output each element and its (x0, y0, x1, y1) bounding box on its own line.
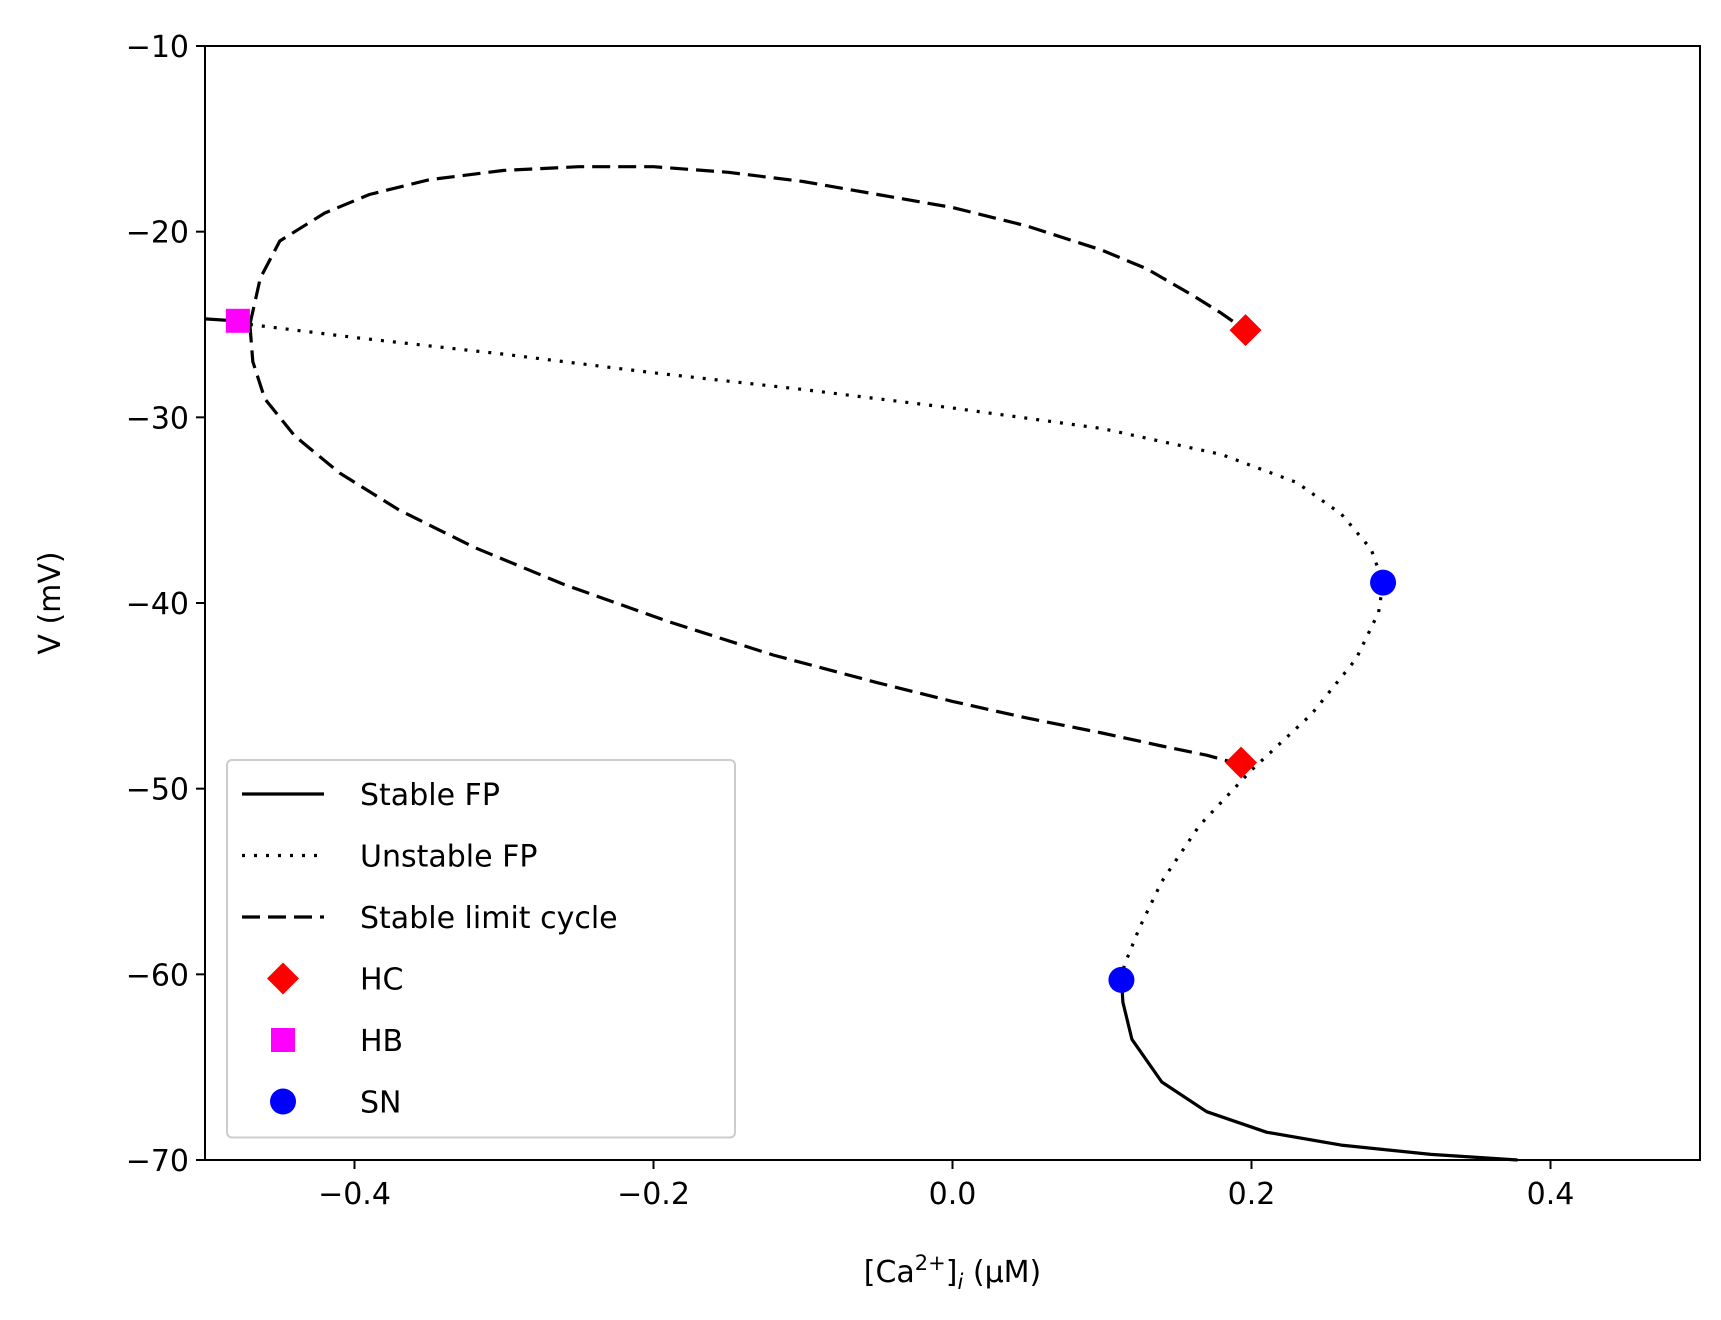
legend-label: Unstable FP (360, 840, 537, 875)
legend-box (226, 759, 736, 1139)
series-line-stable-limit-cycle (248, 324, 1242, 767)
legend-marker-hc (267, 962, 299, 995)
plot-area (204, 165, 1518, 1162)
legend-marker-sn (270, 1088, 296, 1115)
x-tick-label: 0.0 (929, 1177, 977, 1212)
x-tick-label: −0.4 (318, 1177, 391, 1212)
y-tick-label: −10 (126, 30, 189, 65)
y-tick-label: −60 (126, 958, 189, 993)
marker-hc (1225, 746, 1258, 779)
marker-hc (1229, 314, 1262, 347)
x-tick-label: 0.2 (1228, 1177, 1276, 1212)
marker-sn (1370, 569, 1397, 596)
marker-sn (1108, 966, 1135, 993)
x-axis-label: [Ca2+]i (μM) (864, 1251, 1042, 1294)
legend-label: Stable FP (360, 778, 500, 813)
y-tick-label: −20 (126, 216, 189, 251)
y-tick-label: −50 (126, 773, 189, 808)
y-axis-label: V (mV) (33, 551, 68, 654)
x-tick-label: 0.4 (1527, 1177, 1575, 1212)
legend: Stable FP Unstable FP Stable limit cycle HC… (226, 759, 736, 1139)
legend-label: Stable limit cycle (360, 901, 618, 936)
x-tick-label: −0.2 (617, 1177, 690, 1212)
legend-label: SN (360, 1086, 401, 1121)
series-line-unstable-fp (249, 322, 1385, 979)
legend-label: HB (360, 1024, 403, 1059)
y-axis: −70 −60 −50 −40 −30 −20 −10 (126, 30, 205, 1179)
series-line-stable-limit-cycle (248, 165, 1247, 332)
series-line-stable-fp (1119, 977, 1518, 1162)
legend-label: HC (360, 963, 404, 998)
legend-marker-hb (271, 1028, 295, 1052)
x-axis: −0.4 −0.2 0.0 0.2 0.4 (318, 1160, 1574, 1212)
y-tick-label: −30 (126, 401, 189, 436)
marker-hb (225, 308, 250, 333)
y-tick-label: −70 (126, 1144, 189, 1179)
y-tick-label: −40 (126, 587, 189, 622)
